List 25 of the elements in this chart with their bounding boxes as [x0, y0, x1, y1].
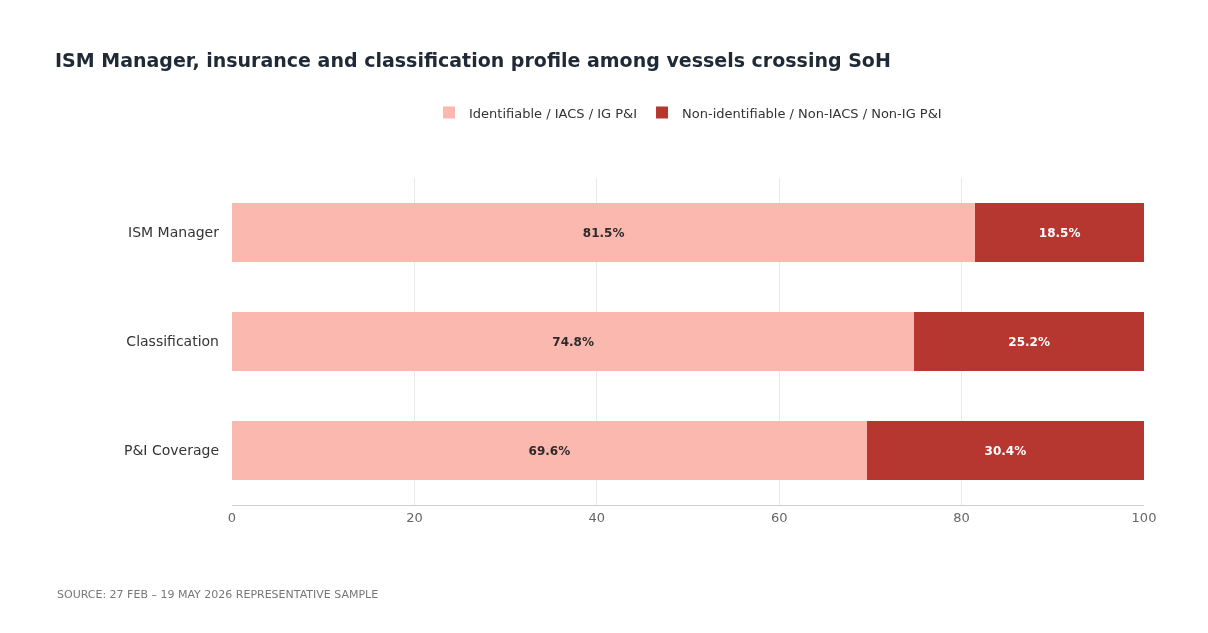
legend-label: Identifiable / IACS / IG P&I — [469, 105, 638, 121]
legend-label: Non-identifiable / Non-IACS / Non-IG P&I — [682, 105, 942, 121]
bar — [232, 420, 867, 481]
x-tick-label: 40 — [588, 509, 606, 525]
bar — [914, 311, 1144, 372]
x-tick-label: 20 — [406, 509, 423, 525]
chart-title: ISM Manager, insurance and classification profile among vessels crossing SoH — [55, 48, 891, 71]
data-label: 74.8% — [552, 334, 594, 349]
source-note: SOURCE: 27 FEB – 19 MAY 2026 REPRESENTATIVE SAMPLE — [57, 588, 379, 601]
bar — [232, 202, 976, 263]
bar — [975, 202, 1144, 263]
x-tick-label: 100 — [1131, 509, 1157, 525]
y-tick-label: ISM Manager — [128, 224, 220, 241]
y-tick-label: Classification — [126, 333, 219, 350]
x-tick-label: 80 — [953, 509, 970, 525]
x-tick-label: 0 — [227, 509, 237, 525]
y-tick-label: P&I Coverage — [123, 442, 219, 459]
data-label: 81.5% — [582, 225, 625, 240]
data-label: 69.6% — [528, 443, 571, 458]
data-label: 30.4% — [984, 443, 1027, 458]
x-tick-label: 60 — [770, 509, 788, 525]
bar — [232, 311, 915, 372]
data-label: 18.5% — [1038, 225, 1081, 240]
data-label: 25.2% — [1008, 334, 1050, 349]
bar — [866, 420, 1144, 481]
